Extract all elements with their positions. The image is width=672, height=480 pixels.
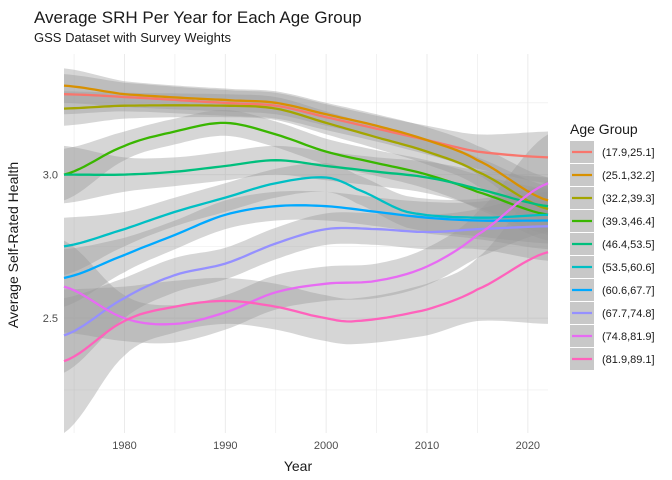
legend-label: (53.5,60.6]: [602, 262, 655, 274]
series-line-3: [63, 104, 549, 211]
y-tick-label: 3.0: [43, 170, 58, 182]
confidence-band-5: [64, 145, 548, 235]
legend-title: Age Group: [570, 121, 638, 137]
legend: Age Group (17.9,25.1] (25.1,32.2] (32.2,39…: [570, 121, 655, 370]
legend-label: (67.7,74.8]: [602, 308, 655, 320]
x-tick-label: 1980: [112, 440, 136, 452]
series-lines: [63, 84, 549, 363]
y-tick-label: 2.5: [43, 313, 58, 325]
chart-title: Average SRH Per Year for Each Age Group: [34, 8, 362, 27]
legend-label: (81.9,89.1]: [602, 354, 655, 366]
x-tick-label: 1990: [213, 440, 237, 452]
series-line-6: [63, 176, 549, 248]
confidence-band-2: [64, 68, 548, 224]
series-line-4: [63, 121, 549, 216]
legend-label: (17.9,25.1]: [602, 147, 655, 159]
series-line-5: [64, 159, 549, 208]
x-axis-title: Year: [284, 458, 313, 474]
series-line-2: [63, 84, 549, 202]
legend-label: (25.1,32.2]: [602, 170, 655, 182]
legend-label: (74.8,81.9]: [602, 331, 655, 343]
y-axis-ticks: 2.5 3.0: [43, 170, 58, 326]
series-line-8: [63, 225, 549, 337]
x-axis-ticks: 1980 1990 2000 2010 2020: [112, 440, 540, 452]
x-tick-label: 2010: [415, 440, 439, 452]
confidence-band-7: [64, 190, 548, 307]
chart-subtitle: GSS Dataset with Survey Weights: [34, 30, 232, 45]
y-axis-title: Average Self-Rated Health: [5, 162, 21, 328]
legend-label: (39.3,46.4]: [602, 216, 655, 228]
legend-label: (32.2,39.3]: [602, 193, 655, 205]
confidence-band-9: [64, 134, 548, 344]
confidence-band-4: [64, 110, 548, 241]
confidence-band-10: [64, 180, 548, 433]
series-line-1: [63, 93, 549, 159]
series-line-9: [63, 182, 549, 326]
confidence-band-8: [64, 191, 548, 373]
series-line-10: [63, 251, 549, 363]
legend-label: (60.6,67.7]: [602, 285, 655, 297]
legend-label: (46.4,53.5]: [602, 239, 655, 251]
x-tick-label: 2000: [314, 440, 338, 452]
series-line-7: [63, 204, 548, 280]
x-tick-label: 2020: [516, 440, 540, 452]
